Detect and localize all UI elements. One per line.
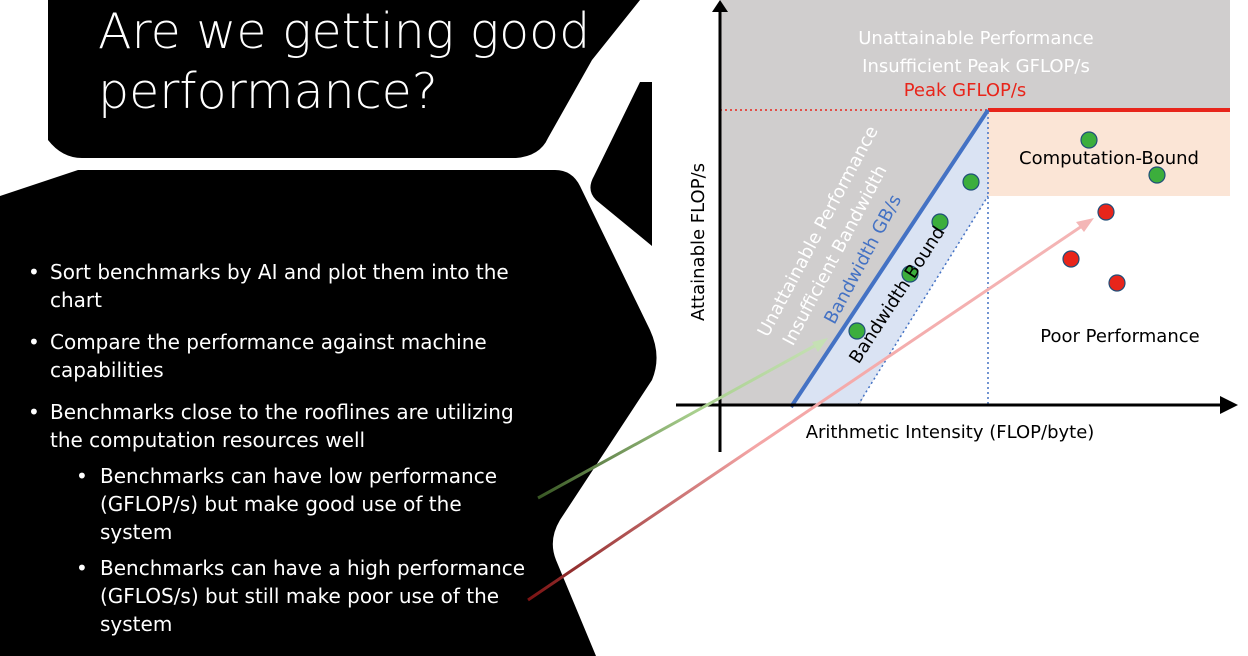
benchmark-point-poor <box>1062 250 1080 268</box>
bullet-item: Sort benchmarks by AI and plot them into… <box>28 258 548 314</box>
y-axis-arrow <box>712 0 728 12</box>
bandwidth-roofline <box>789 108 990 409</box>
benchmark-point-good <box>1148 166 1166 184</box>
unattainable-top-label-2: Insufficient Peak GFLOP/s <box>862 56 1090 77</box>
benchmark-point-good <box>931 213 949 231</box>
computation-bound-label: Computation-Bound <box>1019 148 1199 169</box>
bullet-list: Sort benchmarks by AI and plot them into… <box>28 258 548 646</box>
benchmark-point-poor <box>1108 274 1126 292</box>
bullet-item: Compare the performance against machine … <box>28 328 548 384</box>
title-shape <box>48 0 640 158</box>
x-axis-label: Arithmetic Intensity (FLOP/byte) <box>806 422 1095 443</box>
bandwidth-bound-edge <box>857 195 989 406</box>
bullet-item: Benchmarks close to the rooflines are ut… <box>28 398 548 454</box>
benchmark-point-good <box>901 265 919 283</box>
x-axis-arrow <box>1220 396 1238 414</box>
poor-performance-label: Poor Performance <box>1040 326 1199 347</box>
red-arrow-head <box>1076 218 1094 232</box>
sub-bullet-item: Benchmarks can have low performance (GFL… <box>76 462 540 546</box>
sub-bullet-item: Benchmarks can have a high performance (… <box>76 554 540 638</box>
red-arrow <box>527 224 1083 602</box>
y-axis-label: Attainable FLOP/s <box>688 163 709 321</box>
peak-label: Peak GFLOP/s <box>904 80 1027 101</box>
unattainable-top-label: Unattainable Performance <box>858 28 1094 49</box>
green-arrow-head <box>812 338 828 352</box>
benchmark-point-poor <box>1097 203 1115 221</box>
connector-shape <box>590 82 652 246</box>
computation-bound-region <box>988 112 1230 196</box>
benchmark-point-good <box>848 322 866 340</box>
roofline-chart: Unattainable Performance Insufficient Pe… <box>527 0 1238 602</box>
benchmark-point-good <box>1080 131 1098 149</box>
benchmark-point-good <box>962 173 980 191</box>
slide-title: Are we getting good performance? <box>98 3 591 120</box>
green-arrow <box>537 342 819 500</box>
